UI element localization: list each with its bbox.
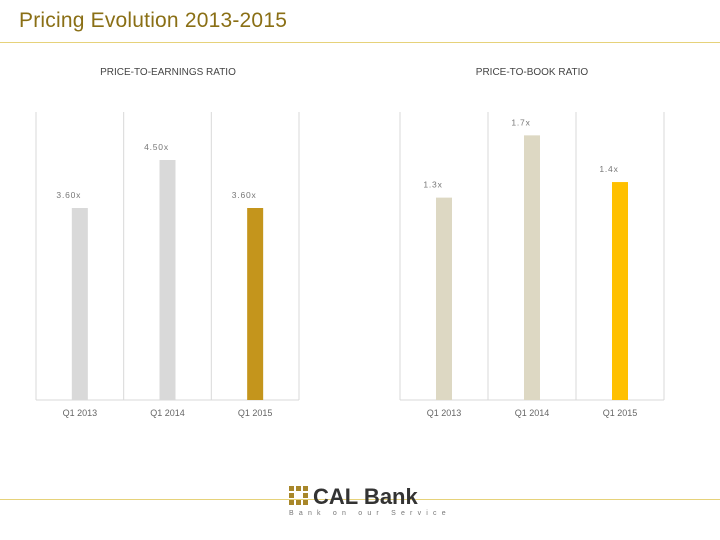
title-divider [0,42,720,43]
data-label: 1.7x [511,117,530,127]
cal-bank-logo-name: CAL Bank [313,484,418,509]
cal-bank-logo-tagline: Bank on our Service [289,510,451,517]
bar [524,135,540,400]
data-label: 4.50x [144,142,169,152]
page-title: Pricing Evolution 2013-2015 [19,9,288,32]
bar [436,197,452,400]
data-label: 3.60x [56,190,81,200]
bar [612,182,628,400]
data-label: 1.4x [599,164,618,174]
footer-divider [0,499,720,500]
x-tick-label: Q1 2013 [63,408,98,418]
bar [71,208,88,400]
chart-title: PRICE-TO-EARNINGS RATIO [100,67,236,78]
x-tick-label: Q1 2014 [150,408,185,418]
chart-title: PRICE-TO-BOOK RATIO [476,67,589,78]
x-tick-label: Q1 2013 [427,408,462,418]
data-label: 3.60x [232,190,257,200]
x-tick-label: Q1 2015 [238,408,273,418]
data-label: 1.3x [423,180,442,190]
x-tick-label: Q1 2014 [515,408,550,418]
bar [247,208,264,400]
pb-ratio-chart: PRICE-TO-BOOK RATIO 1.3x Q1 2013 1.7x Q1 201… [399,67,665,418]
cal-bank-logo-icon [289,486,308,505]
bar [159,160,176,400]
pe-ratio-chart: PRICE-TO-EARNINGS RATIO 3.60x Q1 2013 4.50x… [35,67,300,418]
x-tick-label: Q1 2015 [603,408,638,418]
